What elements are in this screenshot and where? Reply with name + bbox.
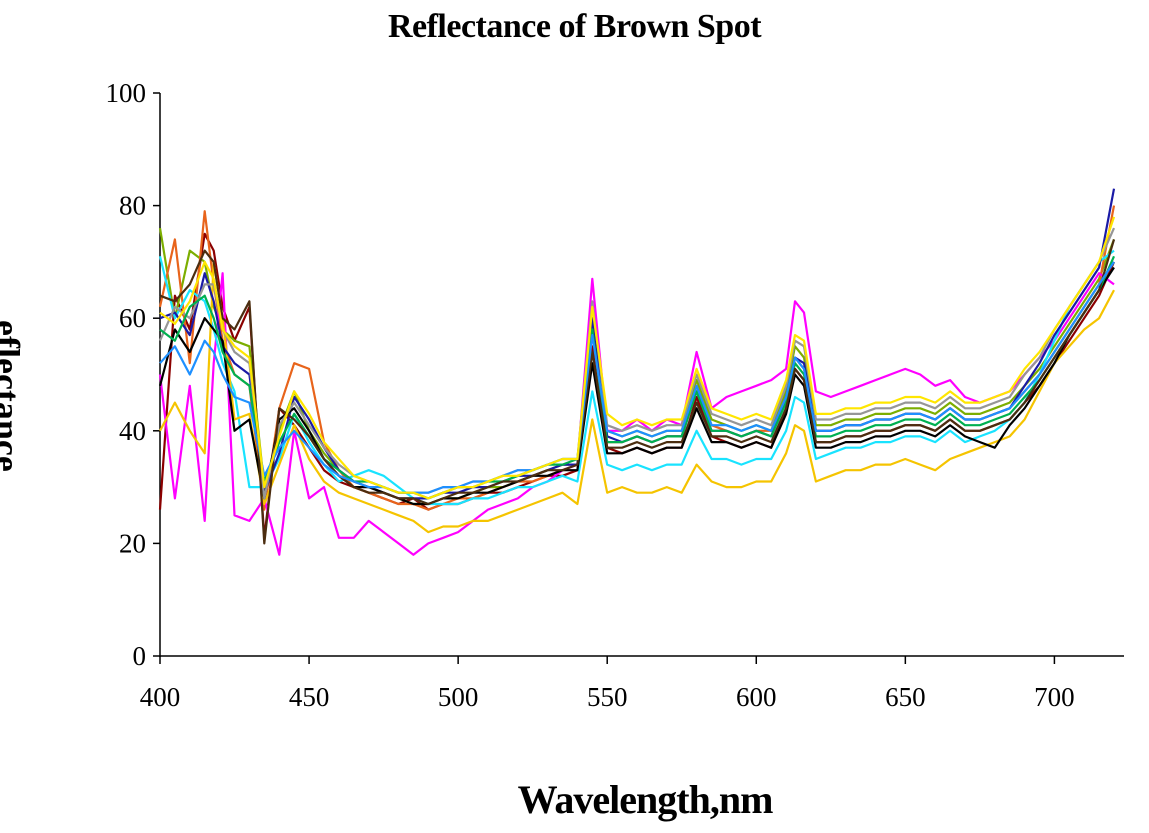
y-axis-title: eflectance bbox=[0, 320, 27, 472]
x-tick-label: 650 bbox=[885, 682, 926, 712]
y-axis-ticks: 0 20 40 60 80 100 bbox=[106, 78, 160, 671]
x-tick-label: 500 bbox=[438, 682, 479, 712]
series-line-8 bbox=[158, 266, 1115, 506]
x-axis-ticks: 400 450 500 550 600 650 700 bbox=[140, 656, 1075, 712]
chart-title: Reflectance of Brown Spot bbox=[387, 8, 762, 45]
series-lines bbox=[158, 188, 1116, 556]
y-tick-label: 100 bbox=[106, 78, 147, 108]
series-line-5 bbox=[158, 249, 1115, 506]
series-line-11 bbox=[159, 239, 1116, 545]
series-line-9 bbox=[158, 227, 1116, 500]
series-line-10 bbox=[159, 255, 1116, 500]
y-tick-label: 80 bbox=[119, 191, 146, 221]
plot-area: 0 20 40 60 80 100 400 450 500 550 600 650 700 bbox=[106, 78, 1124, 712]
x-axis-title: Wavelength,nm bbox=[517, 777, 774, 822]
series-line-6 bbox=[159, 260, 1115, 534]
x-tick-label: 550 bbox=[587, 682, 628, 712]
y-tick-label: 20 bbox=[119, 528, 146, 558]
x-tick-label: 700 bbox=[1034, 682, 1075, 712]
y-tick-label: 0 bbox=[133, 641, 147, 671]
x-tick-label: 450 bbox=[289, 682, 330, 712]
series-line-13 bbox=[159, 216, 1116, 500]
y-tick-label: 40 bbox=[119, 416, 146, 446]
x-tick-label: 600 bbox=[736, 682, 777, 712]
y-tick-label: 60 bbox=[119, 303, 146, 333]
x-tick-label: 400 bbox=[140, 682, 181, 712]
series-line-12 bbox=[159, 261, 1115, 494]
